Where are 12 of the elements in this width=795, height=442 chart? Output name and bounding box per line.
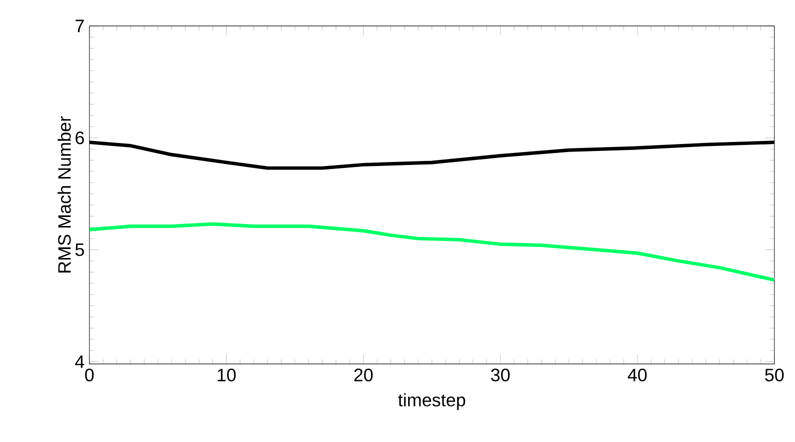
y-tick-label: 5 (75, 243, 84, 256)
y-axis-title: RMS Mach Number (58, 116, 71, 272)
x-tick-label: 0 (85, 368, 94, 382)
x-axis-title: timestep (398, 393, 466, 410)
y-tick-label: 4 (75, 355, 84, 368)
x-tick-label: 10 (218, 368, 236, 382)
x-tick-label: 40 (628, 368, 647, 382)
y-tick-label: 7 (76, 20, 84, 32)
x-tick-label: 30 (491, 368, 510, 382)
y-tick-label: 6 (76, 131, 84, 144)
x-tick-label: 50 (765, 368, 784, 382)
x-tick-label: 20 (354, 368, 373, 382)
